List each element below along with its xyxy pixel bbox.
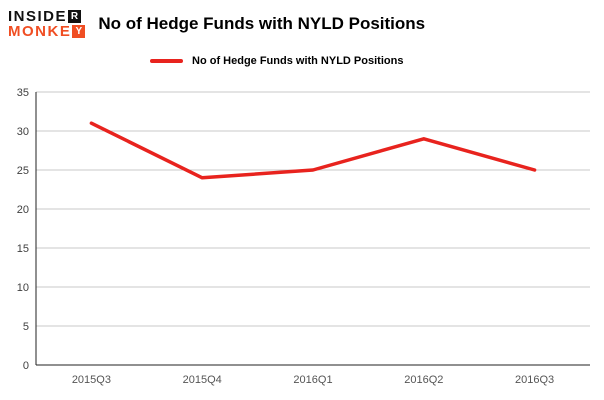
logo-word-insider: INSIDE [8,8,68,25]
logo-word-monkey: MONKE [8,23,72,41]
header: INSIDE R MONKE Y No of Hedge Funds with … [0,0,604,40]
series-line [89,121,537,180]
logo-line-insider: INSIDE R [8,9,85,24]
logo-boxed-letter-r: R [68,10,82,24]
x-axis-label: 2016Q1 [293,374,332,386]
legend-line-swatch [150,58,183,63]
logo-line-monkey: MONKE Y [8,23,86,41]
y-tick-label: 5 [23,321,29,333]
x-axis-label: 2016Q3 [515,374,554,386]
legend-label: No of Hedge Funds with NYLD Positions [192,54,404,67]
y-tick-label: 35 [17,87,29,99]
y-tick-label: 20 [17,204,29,216]
x-axis-label: 2015Q3 [72,374,111,386]
x-axis-label: 2015Q4 [183,374,222,386]
chart-title: No of Hedge Funds with NYLD Positions [98,14,426,34]
y-tick-label: 10 [17,282,29,294]
y-tick-label: 25 [17,165,29,177]
insider-monkey-logo[interactable]: INSIDE R MONKE Y [8,9,86,41]
chart-legend: No of Hedge Funds with NYLD Positions [150,55,604,67]
y-tick-label: 30 [17,126,29,138]
y-tick-label: 15 [17,243,29,255]
y-tick-label: 0 [23,360,29,372]
x-axis-label: 2016Q2 [404,374,443,386]
logo-boxed-letter-y: Y [72,25,86,39]
